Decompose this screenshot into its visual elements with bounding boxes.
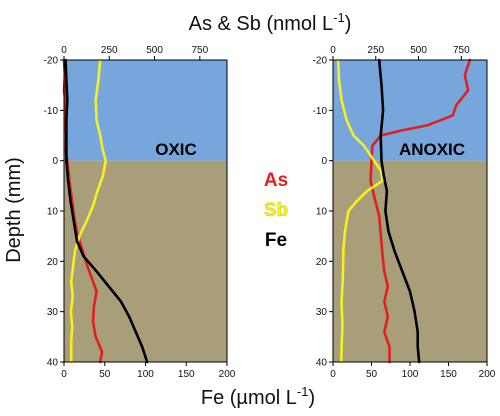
bottom-axis-title-sup: -1 — [297, 384, 309, 399]
series-line-fe — [377, 58, 421, 364]
bottom-tick-label: 150 — [178, 369, 195, 380]
series-line-sb — [69, 58, 107, 364]
top-tick-label: 750 — [453, 45, 470, 56]
panel-label: ANOXIC — [399, 140, 465, 159]
top-axis-title-text: As & Sb (nmol L — [189, 13, 334, 35]
y-axis-title: Depth (mm) — [3, 157, 25, 263]
sediment-layer — [64, 160, 227, 362]
bottom-tick-label: 100 — [402, 369, 419, 380]
y-tick-label: 20 — [316, 257, 328, 268]
top-tick-label: 750 — [191, 45, 208, 56]
y-tick-label: 30 — [47, 307, 59, 318]
panel-label: OXIC — [155, 140, 197, 159]
bottom-tick-label: 50 — [366, 369, 378, 380]
top-tick-label: 250 — [101, 45, 118, 56]
y-tick-label: 10 — [47, 207, 59, 218]
bottom-axis-title-text: Fe (µmol L — [201, 387, 297, 409]
top-tick-label: 0 — [330, 45, 336, 56]
bottom-tick-label: 200 — [479, 369, 496, 380]
bottom-tick-label: 50 — [99, 369, 111, 380]
top-axis-title-end: ) — [345, 13, 352, 35]
y-tick-label: 10 — [316, 207, 328, 218]
bottom-axis-title: Fe (µmol L-1) — [201, 384, 315, 409]
legend-fe: Fe — [265, 230, 287, 251]
y-tick-label: -20 — [313, 56, 328, 67]
bottom-axis-title-end: ) — [308, 387, 315, 409]
bottom-tick-label: 0 — [61, 369, 67, 380]
bottom-tick-label: 0 — [330, 369, 336, 380]
series-line-fe — [64, 58, 149, 364]
y-tick-label: -20 — [44, 56, 59, 67]
bottom-tick-label: 200 — [219, 369, 236, 380]
y-tick-label: -10 — [44, 106, 59, 117]
y-tick-label: 0 — [321, 156, 327, 167]
sediment-layer — [333, 160, 487, 362]
y-tick-label: 40 — [47, 358, 59, 369]
water-layer — [64, 60, 227, 161]
y-tick-label: 20 — [47, 257, 59, 268]
top-tick-label: 500 — [410, 45, 427, 56]
top-tick-label: 0 — [61, 45, 67, 56]
water-layer — [333, 60, 487, 161]
y-tick-label: -10 — [313, 106, 328, 117]
legend-as: As — [264, 170, 288, 191]
top-axis-title: As & Sb (nmol L-1) — [189, 10, 352, 35]
top-axis-title-sup: -1 — [333, 10, 345, 25]
top-tick-label: 250 — [367, 45, 384, 56]
y-tick-label: 40 — [316, 358, 328, 369]
legend: As Sb Fe — [264, 170, 289, 251]
bottom-tick-label: 100 — [137, 369, 154, 380]
bottom-tick-label: 150 — [440, 369, 457, 380]
series-line-sb — [336, 58, 384, 364]
top-tick-label: 500 — [146, 45, 163, 56]
y-tick-label: 0 — [52, 156, 58, 167]
y-tick-label: 30 — [316, 307, 328, 318]
legend-sb: Sb — [264, 200, 288, 221]
